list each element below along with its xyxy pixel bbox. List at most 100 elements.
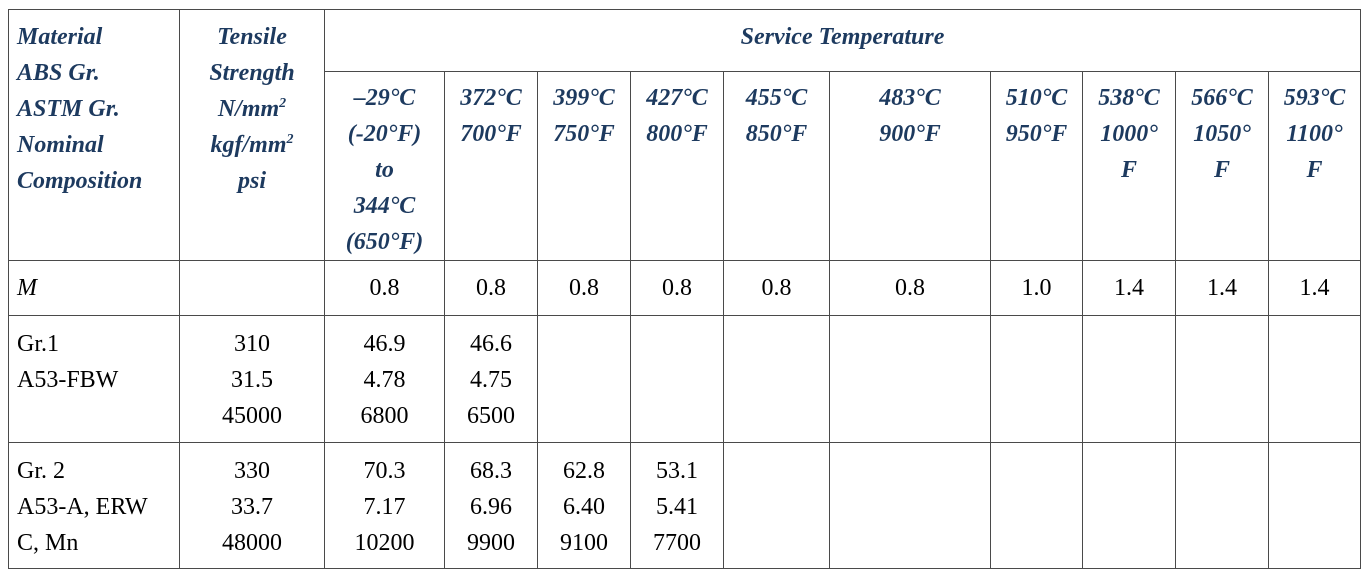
temp-line: F <box>1213 157 1230 183</box>
material-cell: Gr. 2 A53-A, ERW C, Mn <box>8 442 180 569</box>
temp-line: (-20°F) <box>347 121 422 147</box>
cell-line: 9900 <box>467 530 515 556</box>
m-factor-value: 1.4 <box>1175 260 1269 316</box>
header-tensile-unit: N/mm <box>217 96 280 122</box>
table-cell-empty <box>537 315 631 443</box>
cell-line: 7.17 <box>363 494 406 520</box>
table-row-m-factor: M 0.8 0.8 0.8 0.8 0.8 0.8 1.0 1.4 1.4 1.… <box>8 260 1361 316</box>
temp-line: 399°C <box>553 85 615 111</box>
temp-line: –29°C <box>353 85 416 111</box>
table-cell-empty <box>723 315 830 443</box>
table-row: Gr.1 A53-FBW 310 31.5 45000 46.9 4.78 68… <box>8 315 1361 443</box>
stress-cell: 62.8 6.40 9100 <box>537 442 631 569</box>
cell-line: 70.3 <box>363 458 406 484</box>
temp-line: 1000° <box>1100 121 1158 147</box>
cell-line: 4.75 <box>470 367 512 393</box>
temp-line: 372°C <box>460 85 522 111</box>
temp-line: 750°F <box>553 121 615 147</box>
cell-line: 53.1 <box>656 458 698 484</box>
tensile-cell: 330 33.7 48000 <box>179 442 325 569</box>
m-factor-value: 0.8 <box>630 260 724 316</box>
header-material-line: Composition <box>17 168 143 194</box>
table-cell-empty <box>1175 315 1269 443</box>
temp-line: 593°C <box>1283 85 1346 111</box>
cell-line: 10200 <box>354 530 415 556</box>
header-tensile-line: Strength <box>209 60 295 86</box>
table-cell-empty <box>630 315 724 443</box>
temp-line: 1050° <box>1193 121 1251 147</box>
temp-line: 455°C <box>745 85 808 111</box>
header-temp-1: –29°C (-20°F) to 344°C (650°F) <box>324 71 445 261</box>
header-temp-9: 566°C 1050° F <box>1175 71 1269 261</box>
table-cell-empty <box>723 442 830 569</box>
superscript: 2 <box>279 96 287 111</box>
cell-line: 31.5 <box>231 367 273 393</box>
cell-line: A53-A, ERW <box>17 494 148 520</box>
header-tensile-strength: Tensile Strength N/mm2 kgf/mm2 psi <box>179 9 325 261</box>
m-factor-label: M <box>8 260 180 316</box>
temp-line: F <box>1120 157 1137 183</box>
cell-line: 46.6 <box>470 331 512 357</box>
cell-line: 6.40 <box>563 494 605 520</box>
header-tensile-line: N/mm2 <box>180 91 324 127</box>
temp-line: 483°C <box>879 85 941 111</box>
temp-line: 1100° <box>1286 121 1343 147</box>
cell-line: Gr.1 <box>17 331 59 357</box>
m-factor-value: 1.0 <box>990 260 1083 316</box>
cell-line: A53-FBW <box>17 367 119 393</box>
temp-line: 700°F <box>460 121 522 147</box>
table-cell-empty <box>1082 442 1176 569</box>
m-factor-value: 1.4 <box>1082 260 1176 316</box>
header-temp-10: 593°C 1100° F <box>1268 71 1361 261</box>
allowable-stress-table: Material ABS Gr. ASTM Gr. Nominal Compos… <box>8 9 1361 569</box>
header-temp-3: 399°C 750°F <box>537 71 631 261</box>
cell-line: 7700 <box>653 530 701 556</box>
temp-line: 800°F <box>646 121 708 147</box>
header-material-line: Nominal <box>17 132 104 158</box>
material-cell: Gr.1 A53-FBW <box>8 315 180 443</box>
temp-line: F <box>1306 157 1323 183</box>
table-cell-empty <box>1268 315 1361 443</box>
tensile-cell: 310 31.5 45000 <box>179 315 325 443</box>
cell-line: C, Mn <box>17 530 79 556</box>
header-material-line: Material <box>17 24 103 50</box>
temp-line: 900°F <box>879 121 941 147</box>
stress-cell: 68.3 6.96 9900 <box>444 442 538 569</box>
header-material-line: ABS Gr. <box>17 60 100 86</box>
header-material: Material ABS Gr. ASTM Gr. Nominal Compos… <box>8 9 180 261</box>
cell-line: 6.96 <box>470 494 512 520</box>
table-cell-empty <box>829 315 991 443</box>
table-cell-empty <box>829 442 991 569</box>
temp-line: 538°C <box>1098 85 1160 111</box>
temp-line: to <box>375 157 394 183</box>
header-temp-7: 510°C 950°F <box>990 71 1083 261</box>
table-cell-empty <box>179 260 325 316</box>
table-cell-empty <box>990 315 1083 443</box>
header-tensile-line: kgf/mm2 <box>180 127 324 163</box>
cell-line: 48000 <box>222 530 282 556</box>
table-cell-empty <box>1175 442 1269 569</box>
cell-line: 9100 <box>560 530 608 556</box>
stress-cell: 46.9 4.78 6800 <box>324 315 445 443</box>
m-factor-value: 0.8 <box>829 260 991 316</box>
cell-line: 5.41 <box>656 494 698 520</box>
temp-line: 950°F <box>1005 121 1068 147</box>
stress-cell: 53.1 5.41 7700 <box>630 442 724 569</box>
header-tensile-line: Tensile <box>217 24 287 50</box>
header-tensile-unit: kgf/mm <box>210 132 287 158</box>
table-cell-empty <box>1268 442 1361 569</box>
header-temp-2: 372°C 700°F <box>444 71 538 261</box>
header-temp-4: 427°C 800°F <box>630 71 724 261</box>
cell-line: 33.7 <box>231 494 273 520</box>
stress-cell: 70.3 7.17 10200 <box>324 442 445 569</box>
cell-line: 6500 <box>467 403 515 429</box>
cell-line: 68.3 <box>470 458 512 484</box>
cell-line: Gr. 2 <box>17 458 65 484</box>
temp-line: 344°C <box>353 193 416 219</box>
temp-line: (650°F) <box>345 229 424 255</box>
stress-cell: 46.6 4.75 6500 <box>444 315 538 443</box>
header-tensile-line: psi <box>237 168 266 194</box>
header-temp-6: 483°C 900°F <box>829 71 991 261</box>
header-temp-8: 538°C 1000° F <box>1082 71 1176 261</box>
header-service-temperature: Service Temperature <box>324 9 1361 72</box>
